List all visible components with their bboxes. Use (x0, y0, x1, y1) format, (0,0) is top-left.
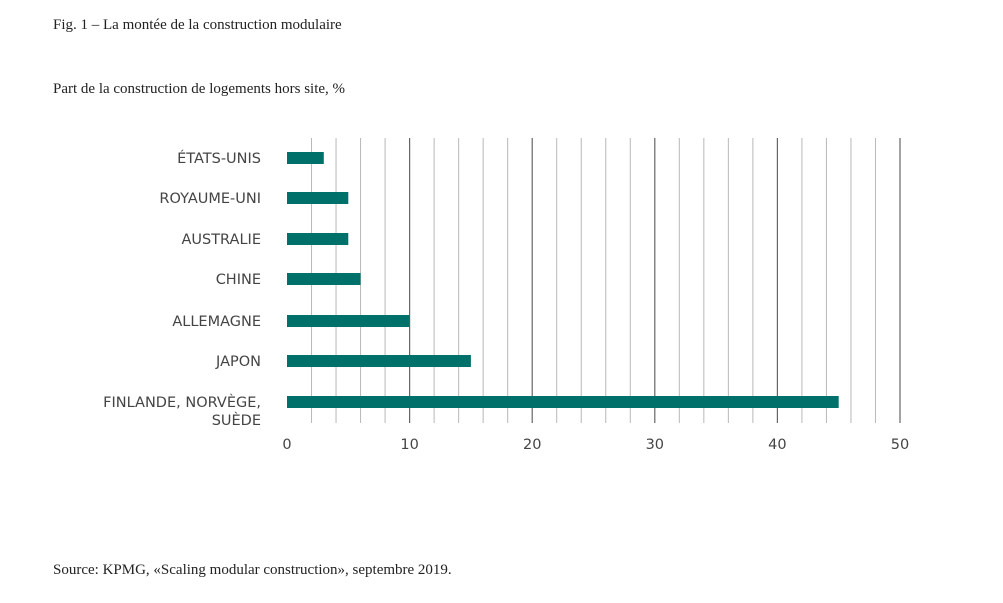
bar (287, 315, 410, 327)
x-tick-label: 0 (282, 437, 291, 453)
figure-subtitle: Part de la construction de logements hor… (53, 81, 346, 97)
category-label: CHINE (216, 272, 261, 288)
bar (287, 396, 839, 408)
x-tick-label: 10 (400, 437, 418, 453)
chart-bars (287, 152, 839, 408)
category-labels: ÉTATS-UNIS ROYAUME-UNI AUSTRALIE CHINE ALLEM… (103, 150, 261, 429)
bar (287, 233, 349, 245)
bar (287, 192, 349, 204)
category-label: ROYAUME-UNI (159, 191, 261, 207)
bar (287, 273, 361, 285)
figure-title: Fig. 1 – La montée de la construction mo… (53, 17, 342, 33)
figure-source: Source: KPMG, «Scaling modular construct… (53, 562, 452, 578)
x-tick-label: 50 (891, 437, 909, 453)
category-label: FINLANDE, NORVÈGE, SUÈDE (103, 394, 261, 429)
bar (287, 152, 324, 164)
x-tick-label: 20 (523, 437, 541, 453)
category-label: ÉTATS-UNIS (177, 150, 261, 167)
category-label: JAPON (215, 354, 261, 370)
bar (287, 355, 471, 367)
x-tick-label: 40 (768, 437, 786, 453)
category-label: AUSTRALIE (181, 232, 261, 248)
chart-grid (311, 138, 901, 423)
x-axis-ticks: 0 10 20 30 40 50 (282, 437, 909, 453)
x-tick-label: 30 (646, 437, 664, 453)
category-label: ALLEMAGNE (172, 314, 261, 330)
